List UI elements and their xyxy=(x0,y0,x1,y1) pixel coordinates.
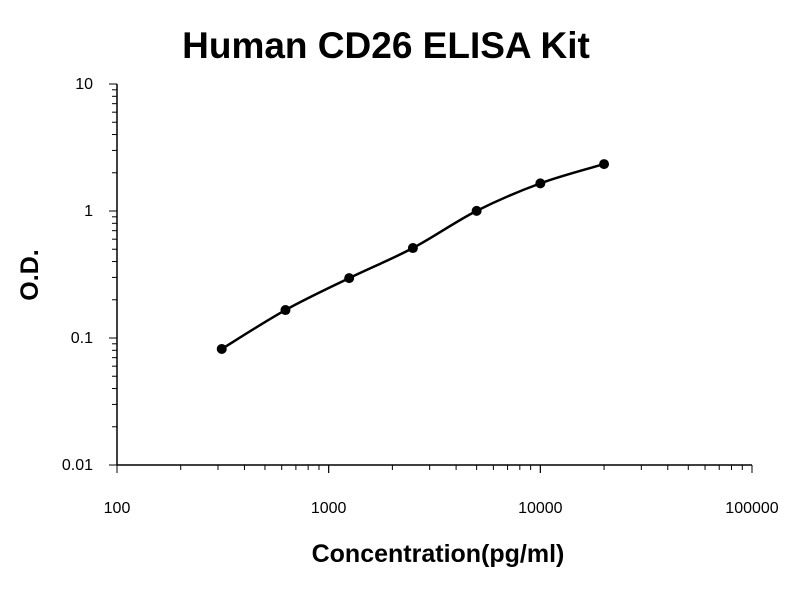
plot-area: 100 1000 10000 100000 0.01 0.1 1 10 xyxy=(62,76,779,517)
y-tick-label: 1 xyxy=(84,203,93,220)
data-point xyxy=(407,243,418,254)
y-axis-title: O.D. xyxy=(16,249,44,300)
x-tick-label: 1000 xyxy=(311,500,347,517)
data-point xyxy=(344,273,355,284)
x-tick-label: 100000 xyxy=(725,500,778,517)
data-point xyxy=(216,343,227,354)
data-point xyxy=(599,159,610,170)
data-point xyxy=(471,205,482,216)
chart-title: Human CD26 ELISA Kit xyxy=(182,25,590,66)
y-tick-label: 0.01 xyxy=(62,457,93,474)
y-tick-label: 0.1 xyxy=(71,330,93,347)
y-tick-label: 10 xyxy=(75,76,93,93)
standard-curve-line xyxy=(221,162,605,351)
x-tick-label: 100 xyxy=(104,500,131,517)
data-point xyxy=(280,305,291,316)
x-tick-label: 10000 xyxy=(518,500,563,517)
data-point xyxy=(535,178,546,189)
x-axis-title: Concentration(pg/ml) xyxy=(312,540,565,568)
